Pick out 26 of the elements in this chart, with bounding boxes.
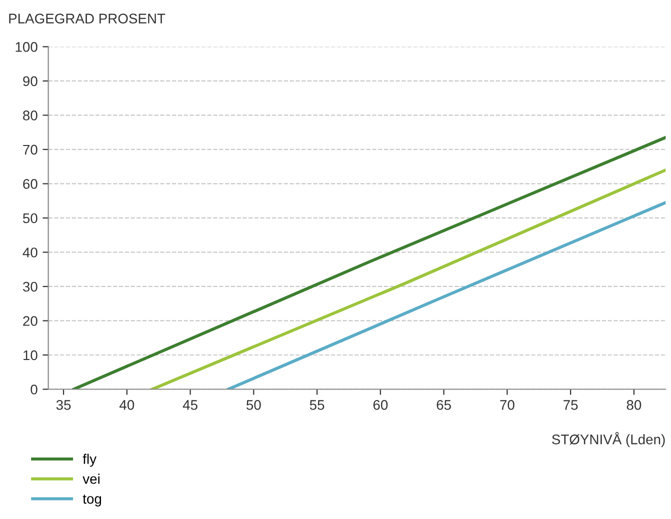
y-tick-label: 0 bbox=[30, 384, 38, 394]
x-tick-label: 80 bbox=[626, 400, 642, 410]
x-tick-label: 70 bbox=[500, 400, 514, 410]
x-tick-label: 65 bbox=[436, 400, 451, 410]
x-tick-label: 40 bbox=[120, 400, 134, 410]
y-tick-label: 90 bbox=[23, 76, 38, 86]
x-tick-label: 60 bbox=[373, 400, 388, 410]
x-axis-title: STØYNIVÅ (Lden) bbox=[552, 432, 665, 448]
x-tick-label: 50 bbox=[246, 400, 261, 410]
legend-label: tog bbox=[82, 494, 102, 506]
legend-label: vei bbox=[82, 474, 100, 484]
y-tick-label: 70 bbox=[23, 144, 38, 155]
y-tick-label: 20 bbox=[23, 316, 38, 326]
y-tick-label: 10 bbox=[24, 350, 38, 360]
x-tick-label: 45 bbox=[182, 400, 198, 410]
x-tick-label: 55 bbox=[310, 400, 324, 410]
y-tick-label: 30 bbox=[22, 282, 38, 292]
y-tick-label: 60 bbox=[23, 179, 38, 189]
y-tick-label: 40 bbox=[22, 248, 38, 258]
x-tick-label: 75 bbox=[564, 400, 578, 410]
x-tick-label: 35 bbox=[56, 400, 71, 410]
y-tick-label: 80 bbox=[23, 110, 38, 120]
y-tick-label: 100 bbox=[16, 42, 38, 52]
legend-label: fly bbox=[82, 454, 96, 467]
y-tick-label: 50 bbox=[23, 213, 38, 224]
y-axis-title: PLAGEGRAD PROSENT bbox=[9, 14, 166, 24]
